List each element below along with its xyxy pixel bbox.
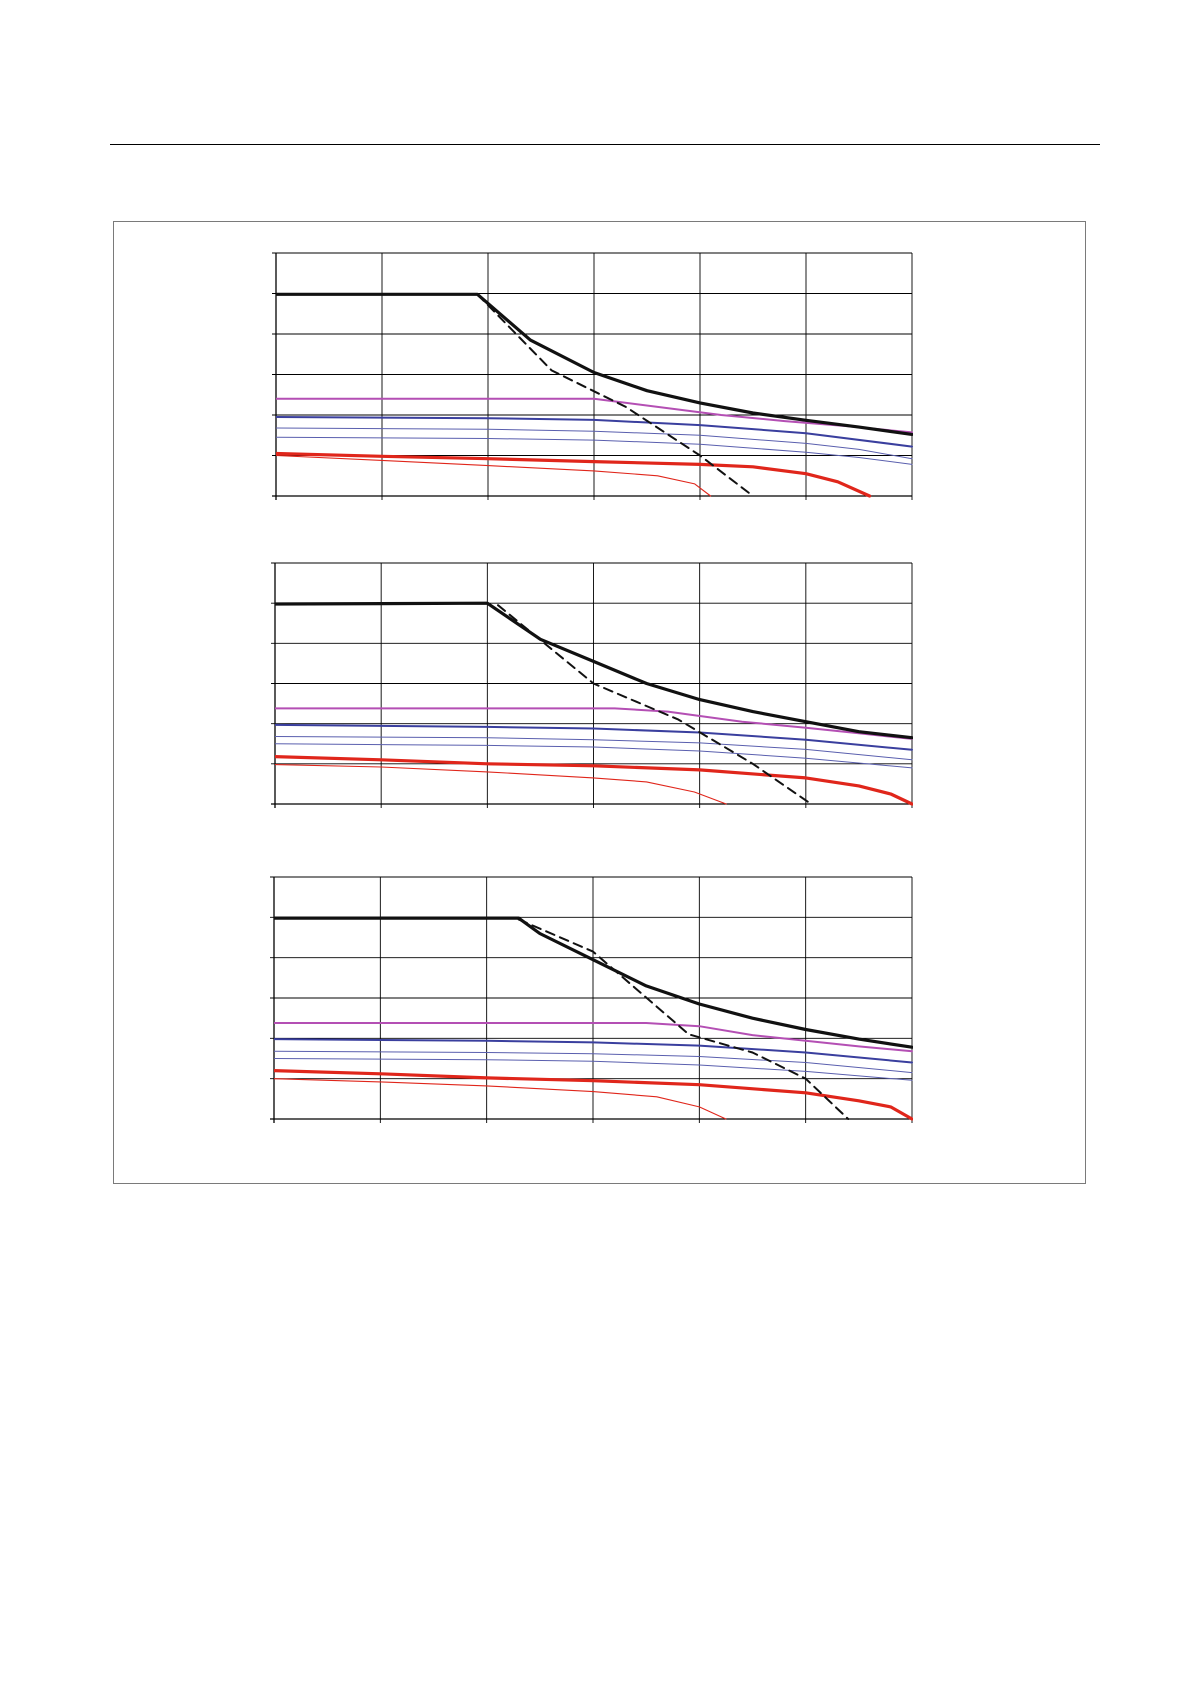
series-line-magenta (274, 1022, 913, 1053)
series-line-black-thick (276, 292, 913, 436)
series-line-blue-thin (275, 743, 913, 769)
series-line-red-thin (275, 764, 727, 805)
series-line-black-thick (275, 601, 913, 740)
series-line-blue-thin (274, 1058, 913, 1081)
header-rule (110, 144, 1100, 145)
series-line-black-dashed (497, 604, 813, 805)
series-line-blue-thin (276, 427, 913, 460)
series-line-blue-thick (275, 723, 913, 751)
series-line-black-thick (274, 916, 913, 1049)
series-line-red-thick (274, 1068, 913, 1121)
series-line-red-thin (276, 454, 712, 497)
series-line-red-thin (274, 1078, 727, 1120)
series-line-blue-thin (274, 1050, 913, 1074)
series-line-black-dashed (517, 918, 850, 1120)
series-line-black-dashed (476, 293, 754, 497)
series-line-blue-thin (275, 736, 913, 761)
series-line-blue-thick (276, 416, 913, 448)
series-line-blue-thick (274, 1038, 913, 1064)
series-line-blue-thin (276, 436, 913, 465)
series-line-red-thick (275, 754, 913, 806)
series-line-red-thick (276, 451, 872, 498)
